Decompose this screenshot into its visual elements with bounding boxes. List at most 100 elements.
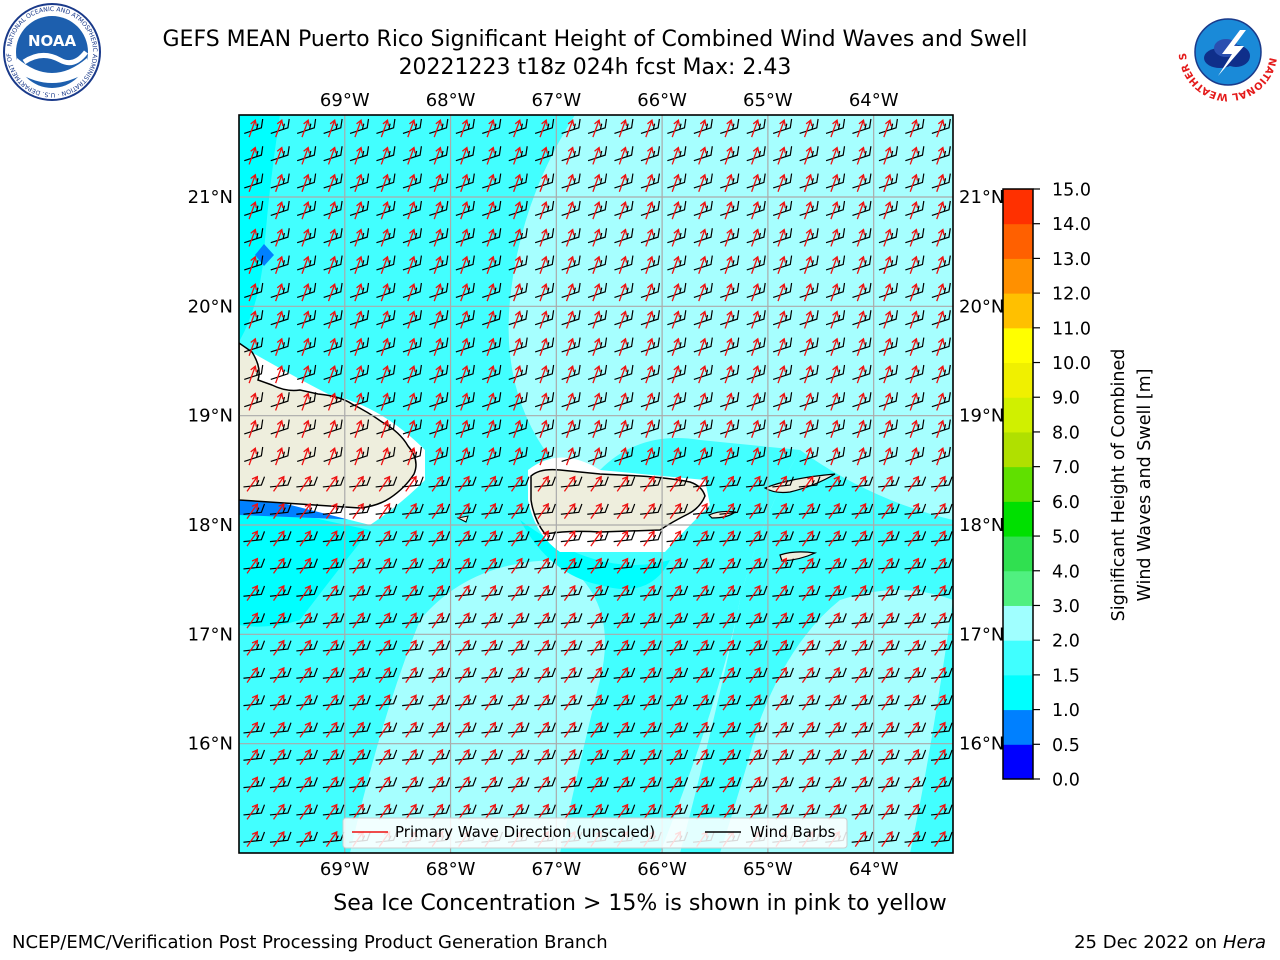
wind-barb	[720, 364, 740, 380]
wind-barb	[349, 531, 371, 543]
wave-direction-arrow	[590, 776, 602, 793]
wind-barb	[640, 695, 662, 707]
wave-band-1_0-1_5-south-pr	[520, 520, 670, 590]
wind-barb	[693, 310, 713, 326]
wind-barb	[640, 640, 662, 652]
wind-barb	[746, 228, 766, 244]
wind-barb	[296, 228, 317, 244]
wave-direction-arrow	[563, 639, 576, 656]
wind-barb	[825, 200, 846, 216]
colorbar-tick-label: 1.0	[1052, 701, 1080, 721]
wave-direction-arrow	[749, 612, 761, 629]
wind-barb	[640, 777, 662, 789]
wind-barb	[745, 585, 768, 597]
wind-barb	[270, 118, 290, 134]
wave-direction-arrow	[405, 776, 417, 793]
wave-direction-arrow	[325, 803, 338, 820]
colorbar-segment	[1003, 674, 1033, 711]
colorbar-tick-label: 6.0	[1052, 493, 1080, 513]
wave-direction-arrow	[881, 557, 893, 574]
wind-barb	[428, 667, 451, 679]
wave-direction-arrow	[407, 283, 416, 302]
wind-barb	[851, 695, 874, 707]
wind-barb	[930, 613, 953, 625]
wave-direction-arrow	[696, 748, 708, 766]
wave-direction-arrow	[458, 639, 470, 656]
wave-direction-arrow	[299, 666, 311, 684]
wind-barb	[693, 118, 713, 134]
wind-barb	[376, 337, 396, 353]
wind-barb	[454, 558, 477, 570]
wave-direction-arrow	[775, 748, 787, 766]
wind-barb	[640, 310, 661, 326]
wind-barb	[323, 282, 343, 298]
wind-barb	[270, 419, 290, 435]
wind-barb	[296, 476, 318, 488]
wave-direction-arrow	[407, 173, 416, 192]
wave-direction-arrow	[698, 337, 707, 356]
wind-barb	[930, 640, 953, 652]
wave-direction-arrow	[431, 666, 444, 684]
wind-barb	[772, 777, 794, 789]
wind-barb	[587, 585, 609, 597]
wave-direction-arrow	[643, 475, 655, 492]
wind-barb	[640, 531, 662, 543]
wind-barb	[322, 777, 345, 789]
wind-barb	[720, 392, 740, 408]
colorbar-tick-label: 7.0	[1052, 458, 1080, 478]
wave-direction-arrow	[909, 310, 919, 329]
lon-tick-label-bottom: 66°W	[637, 859, 687, 880]
wind-barb	[375, 667, 398, 679]
wave-direction-arrow	[275, 228, 284, 247]
wave-direction-arrow	[936, 255, 945, 274]
wave-direction-arrow	[352, 530, 364, 547]
wave-direction-arrow	[698, 119, 707, 138]
wind-barb	[692, 804, 715, 816]
wind-barb	[296, 558, 318, 570]
wave-direction-arrow	[354, 392, 363, 411]
wave-direction-arrow	[830, 337, 839, 356]
wave-direction-arrow	[909, 201, 919, 220]
wind-barb	[454, 585, 477, 597]
wind-barb	[587, 228, 608, 244]
wind-barb	[825, 640, 847, 652]
wind-barb	[772, 228, 793, 244]
wave-direction-arrow	[484, 748, 497, 766]
wind-barb	[825, 695, 847, 707]
wind-barb	[560, 804, 583, 816]
wind-barb	[613, 695, 636, 707]
wave-direction-arrow	[352, 748, 364, 766]
wave-direction-arrow	[380, 310, 390, 329]
wave-direction-arrow	[407, 119, 416, 138]
wind-barb	[534, 118, 555, 134]
wind-barb	[454, 503, 477, 515]
wind-barb	[745, 531, 768, 543]
wind-barb	[852, 364, 872, 380]
wind-barb	[745, 722, 768, 734]
wave-direction-arrow	[563, 530, 576, 547]
wind-barb	[825, 282, 846, 298]
wind-barb	[244, 200, 264, 216]
wind-barb	[878, 446, 899, 462]
wave-direction-arrow	[273, 557, 285, 574]
wind-barb	[269, 777, 292, 789]
wind-barb	[904, 503, 927, 515]
wave-direction-arrow	[407, 447, 416, 466]
wind-barb	[587, 146, 608, 162]
wind-barb	[508, 364, 528, 380]
wave-direction-arrow	[881, 530, 893, 547]
wave-direction-arrow	[618, 419, 628, 438]
wind-barb	[323, 310, 343, 326]
wave-direction-arrow	[354, 255, 363, 274]
wind-barb	[720, 419, 740, 435]
wind-barb	[930, 831, 953, 843]
wave-direction-arrow	[275, 255, 284, 274]
wind-barb	[482, 173, 502, 189]
wave-direction-arrow	[803, 337, 813, 356]
wave-direction-arrow	[486, 365, 496, 384]
wave-direction-arrow	[301, 255, 310, 274]
wind-barb	[692, 749, 715, 761]
wind-barb	[481, 777, 504, 789]
wind-barb	[878, 667, 900, 679]
wave-direction-arrow	[433, 255, 443, 274]
